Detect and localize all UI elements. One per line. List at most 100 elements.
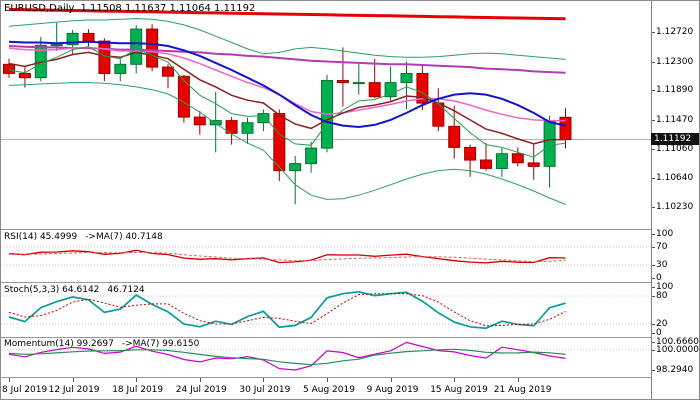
candle-body — [336, 80, 349, 84]
time-axis-tick — [136, 378, 138, 382]
ohlc-values: 1.11508 1.11637 1.11064 1.11192 — [80, 3, 256, 14]
rsi-line — [8, 249, 566, 264]
time-axis-tick — [199, 378, 201, 382]
stochastic-indicator-label: Stoch(5,3,3) 64.6142 46.7124 — [4, 285, 145, 295]
rsi-indicator-label: RSI(14) 45.4999 ->MA(7) 40.7148 — [4, 232, 163, 242]
time-axis-label: 15 Aug 2019 — [430, 385, 488, 395]
panel-separator[interactable] — [1, 229, 699, 230]
time-axis-tick — [454, 378, 456, 382]
bollinger-upper-line — [8, 18, 566, 60]
candle-body — [225, 120, 238, 134]
candle-body — [432, 102, 445, 127]
stoch-k-line — [8, 290, 566, 330]
ema-5-line — [8, 46, 566, 158]
momentum-panel-canvas[interactable] — [1, 338, 651, 377]
candle-body — [448, 125, 461, 148]
axis-tick — [652, 148, 655, 150]
stoch-d-line — [8, 293, 566, 327]
candle-body — [273, 113, 286, 172]
candle-body — [416, 73, 429, 104]
axis-tick — [652, 233, 655, 235]
axis-tick — [652, 264, 655, 266]
candle-body — [384, 82, 397, 98]
sma-20-line — [8, 40, 566, 129]
momentum-ma-line — [8, 348, 566, 366]
panel-separator[interactable] — [1, 377, 699, 378]
axis-price-label: 70 — [656, 242, 668, 253]
candle-body — [146, 28, 159, 68]
candle-body — [352, 82, 365, 85]
time-axis-tick — [327, 378, 328, 382]
momentum-value-label: Momentum(14) 99.2697 — [4, 339, 114, 349]
candle-body — [193, 116, 206, 126]
axis-price-label: 100.6660 — [656, 336, 699, 347]
candle-body — [50, 44, 63, 47]
momentum-line — [8, 341, 566, 371]
candle-body — [130, 28, 143, 65]
axis-tick — [652, 286, 655, 288]
axis-price-label: 100 — [656, 228, 674, 239]
axis-price-label: 1.10640 — [656, 173, 694, 184]
axis-price-label: 1.11470 — [656, 114, 694, 125]
candle-body — [495, 153, 508, 169]
time-axis-label: 24 Jul 2019 — [175, 385, 227, 395]
axis-tick — [652, 90, 655, 92]
time-axis-label: 8 Jul 2019 — [2, 385, 48, 395]
candle-body — [18, 73, 31, 79]
axis-price-label: 1.12300 — [656, 56, 694, 67]
chart-title: EURUSD,Daily 1.11508 1.11637 1.11064 1.11… — [4, 3, 255, 14]
time-axis-tick — [390, 378, 392, 382]
bollinger-lower-line — [8, 82, 566, 205]
axis-price-label: 30 — [656, 259, 668, 270]
rsi-ma-value-label: ->MA(7) 40.7148 — [85, 232, 163, 242]
time-axis-tick — [72, 378, 74, 382]
candle-body — [400, 73, 413, 84]
time-axis-label: 18 Jul 2019 — [112, 385, 164, 395]
price-panel-canvas[interactable] — [1, 1, 651, 229]
symbol-period-label: EURUSD,Daily — [4, 3, 75, 14]
axis-tick — [652, 349, 655, 351]
axis-price-label: 80 — [656, 291, 668, 302]
time-axis-label: 30 Jul 2019 — [239, 385, 291, 395]
axis-price-label: 98.2940 — [656, 364, 694, 375]
candle-body — [177, 75, 190, 118]
axis-price-label: 1.12720 — [656, 26, 694, 37]
candle-body — [114, 63, 127, 74]
candle-body — [3, 63, 15, 74]
rsi-value-label: RSI(14) 45.4999 — [4, 232, 78, 242]
candle-body — [66, 32, 79, 46]
candle-body — [98, 40, 111, 74]
candle-body — [82, 32, 95, 42]
axis-price-label: 0 — [656, 273, 662, 284]
time-axis-tick — [263, 378, 265, 382]
axis-tick — [652, 31, 655, 33]
stochastic-panel-canvas[interactable] — [1, 283, 651, 337]
time-axis[interactable]: 8 Jul 2019 12 Jul 2019 18 Jul 2019 24 Jul 2… — [1, 378, 651, 399]
current-price-badge: 1.11192 — [651, 133, 699, 146]
axis-tick — [652, 296, 655, 298]
candle-body — [368, 82, 381, 98]
candle-body — [480, 159, 492, 169]
sma-200-line — [8, 7, 566, 21]
candle-body — [209, 120, 222, 126]
panel-separator[interactable] — [1, 282, 699, 283]
axis-price-label: 1.10230 — [656, 202, 694, 213]
momentum-ma-value-label: ->MA(7) 99.6150 — [121, 339, 200, 349]
axis-price-label: 0 — [656, 328, 662, 339]
time-axis-label: 5 Aug 2019 — [303, 385, 355, 395]
stoch-value-label: Stoch(5,3,3) 64.6142 — [4, 285, 100, 295]
axis-tick — [652, 278, 655, 280]
rsi-ma-line — [8, 251, 566, 263]
candle-body — [241, 122, 254, 134]
panel-separator[interactable] — [1, 337, 699, 338]
candle-body — [527, 162, 540, 167]
axis-tick — [652, 178, 655, 180]
rsi-panel-canvas[interactable] — [1, 230, 651, 282]
sma-100-line — [8, 45, 566, 74]
price-axis[interactable]: 1.12720 1.12300 1.11890 1.11470 1.11060 1.106… — [651, 1, 699, 399]
candle-body — [305, 147, 318, 165]
axis-tick — [652, 247, 655, 249]
axis-tick — [652, 61, 655, 63]
time-axis-tick — [9, 378, 10, 382]
axis-tick — [652, 333, 655, 335]
